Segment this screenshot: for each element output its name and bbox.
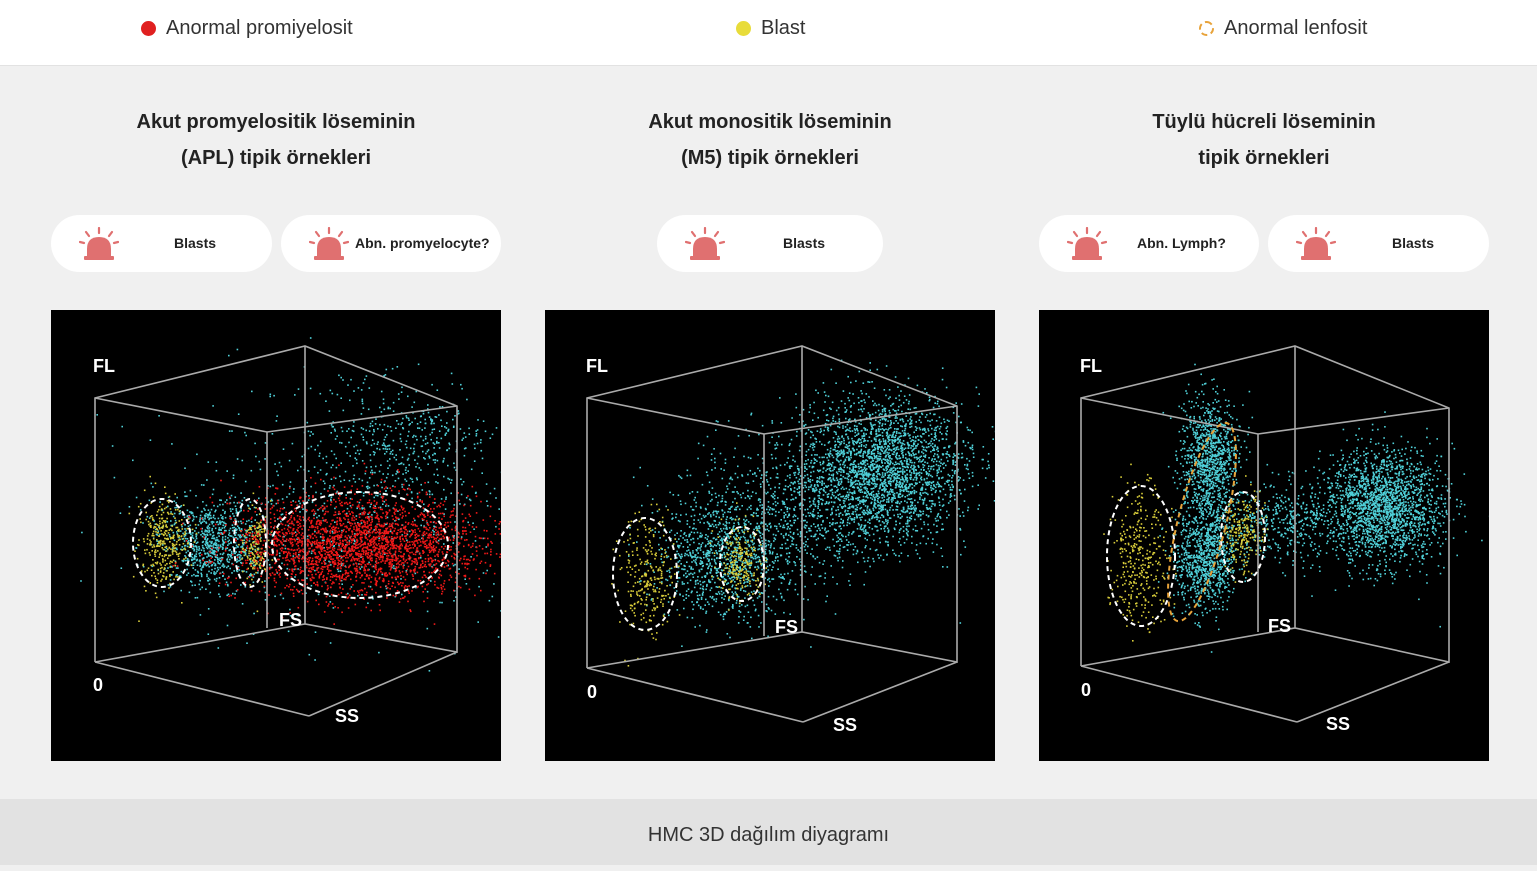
legend-item-blast: Blast [736, 14, 805, 42]
title-line: tipik örnekleri [1034, 140, 1494, 176]
title-line: Akut monositik löseminin [540, 104, 1000, 140]
axis-origin-label: 0 [93, 675, 103, 695]
flag-pill-blasts: Blasts [1268, 215, 1489, 272]
axis-label-fs: FS [279, 610, 302, 630]
yellow-dot-icon [736, 21, 751, 36]
scatter-plot-m5: FL FS SS 0 [545, 310, 995, 761]
scatter-plot-apl: FL FS SS 0 [51, 310, 501, 761]
flag-pill-abn-promyelocyte: Abn. promyelocyte? [281, 215, 501, 272]
alarm-icon [1067, 227, 1107, 261]
axis-label-ss: SS [1326, 714, 1350, 734]
title-line: (M5) tipik örnekleri [540, 140, 1000, 176]
title-line: (APL) tipik örnekleri [46, 140, 506, 176]
flag-label: Blasts [174, 215, 216, 272]
legend-label: Anormal lenfosit [1224, 17, 1367, 40]
figure-caption: HMC 3D dağılım diyagramı [0, 799, 1537, 865]
column-title-m5: Akut monositik löseminin (M5) tipik örne… [540, 104, 1000, 176]
scatter-plot-hairy-cell: FL FS SS 0 [1039, 310, 1489, 761]
flag-pill-blasts: Blasts [51, 215, 272, 272]
flag-pill-abn-lymph: Abn. Lymph? [1039, 215, 1259, 272]
alarm-icon [309, 227, 349, 261]
alarm-icon [1296, 227, 1336, 261]
axis-label-fs: FS [1268, 616, 1291, 636]
column-title-hairy-cell: Tüylü hücreli löseminin tipik örnekleri [1034, 104, 1494, 176]
legend-bar: Anormal promiyelosit Blast Anormal lenfo… [0, 0, 1537, 66]
title-line: Akut promyelositik löseminin [46, 104, 506, 140]
plot-box-frame [587, 346, 957, 722]
legend-item-abnormal-promyelocyte: Anormal promiyelosit [141, 14, 353, 42]
title-line: Tüylü hücreli löseminin [1034, 104, 1494, 140]
flag-pill-blasts: Blasts [657, 215, 883, 272]
red-dot-icon [141, 21, 156, 36]
axis-label-fs: FS [775, 617, 798, 637]
scatter-cells [1103, 364, 1489, 653]
flag-label: Abn. Lymph? [1137, 215, 1226, 272]
alarm-icon [79, 227, 119, 261]
axis-label-fl: FL [1080, 356, 1102, 376]
axis-label-fl: FL [586, 356, 608, 376]
alarm-icon [685, 227, 725, 261]
flag-label: Blasts [1392, 215, 1434, 272]
legend-label: Blast [761, 17, 805, 40]
legend-label: Anormal promiyelosit [166, 17, 353, 40]
axis-origin-label: 0 [1081, 680, 1091, 700]
flag-label: Blasts [783, 215, 825, 272]
axis-label-fl: FL [93, 356, 115, 376]
scatter-cells [611, 360, 995, 667]
axis-label-ss: SS [833, 715, 857, 735]
flag-label: Abn. promyelocyte? [355, 215, 490, 272]
scatter-cells [51, 337, 501, 671]
axis-origin-label: 0 [587, 682, 597, 702]
dashed-circle-icon [1199, 21, 1214, 36]
axis-label-ss: SS [335, 706, 359, 726]
column-title-apl: Akut promyelositik löseminin (APL) tipik… [46, 104, 506, 176]
legend-item-abnormal-lymphocyte: Anormal lenfosit [1199, 14, 1367, 42]
